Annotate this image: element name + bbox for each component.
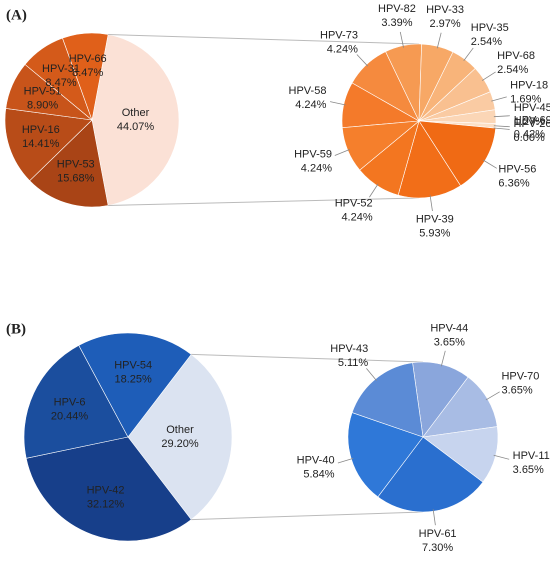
value-label: 0.00% <box>514 132 545 144</box>
slice-label: HPV-18 <box>510 80 548 92</box>
slice-label: HPV-44 <box>430 322 468 334</box>
value-label: 2.54% <box>471 36 502 48</box>
leader-line <box>399 31 404 48</box>
value-label: 7.30% <box>422 542 453 554</box>
leader-line <box>491 96 507 102</box>
value-label: 1.69% <box>510 94 541 106</box>
value-label: 15.68% <box>57 172 95 184</box>
leader-line <box>337 457 354 464</box>
value-label: 3.65% <box>501 385 532 397</box>
leader-line <box>463 47 474 62</box>
value-label: 3.39% <box>381 17 412 29</box>
leader-line <box>485 391 500 401</box>
slice-label: HPV-42 <box>87 484 125 496</box>
connector <box>191 511 424 521</box>
panel-label: (B) <box>6 321 26 337</box>
slice-label: HPV-82 <box>378 3 416 15</box>
value-label: 44.07% <box>117 121 155 133</box>
slice-label: HPV-54 <box>114 360 152 372</box>
slice-label: HPV-70 <box>501 371 539 383</box>
pie-slice <box>78 332 192 438</box>
leader-line <box>440 350 446 367</box>
leader-line <box>481 71 496 81</box>
slice-label: HPV-40 <box>297 455 335 467</box>
slice-label: HPV-33 <box>426 4 464 16</box>
value-label: 2.54% <box>497 64 528 76</box>
leader-line <box>366 368 377 381</box>
slice-label: HPV-45 <box>514 102 550 114</box>
slice-label: HPV-31 <box>42 63 80 75</box>
value-label: 6.36% <box>498 178 529 190</box>
connector <box>108 34 420 45</box>
value-label: 0.42% <box>514 129 545 141</box>
slice-label: HPV-35 <box>471 22 509 34</box>
slice-label: HPV-6 <box>54 397 86 409</box>
panel-label: (A) <box>6 7 27 23</box>
leader-line <box>493 454 510 460</box>
slice-label: HPV-69 <box>514 115 550 127</box>
slice-label: HPV-43 <box>330 343 368 355</box>
slice-label: Other <box>122 107 150 119</box>
value-label: 2.97% <box>429 18 460 30</box>
pie-slice <box>23 344 129 459</box>
slice-label: HPV-59 <box>294 149 332 161</box>
connector <box>191 353 424 363</box>
leader-line <box>482 159 497 169</box>
slice-label: HPV-66 <box>69 53 107 65</box>
value-label: 1.27% <box>514 116 545 128</box>
pie-slice <box>25 436 192 542</box>
pie-slice <box>62 32 109 122</box>
leader-line <box>330 101 346 106</box>
leader-line <box>436 32 442 49</box>
leader-line <box>356 54 369 67</box>
slice-label: HPV-26 <box>514 118 550 130</box>
slice-label: HPV-56 <box>498 164 536 176</box>
value-label: 4.24% <box>301 163 332 175</box>
value-label: 8.90% <box>27 99 58 111</box>
slice-label: HPV-68 <box>497 50 535 62</box>
slice-label: HPV-51 <box>24 85 62 97</box>
value-label: 3.65% <box>434 336 465 348</box>
value-label: 4.24% <box>327 44 358 56</box>
value-label: 29.20% <box>161 438 199 450</box>
value-label: 14.41% <box>22 138 60 150</box>
leader-line <box>493 125 510 128</box>
value-label: 32.12% <box>87 498 125 510</box>
slice-label: HPV-61 <box>419 528 457 540</box>
slice-label: Other <box>166 424 194 436</box>
pie-slice <box>4 108 93 182</box>
slice-label: HPV-53 <box>57 158 95 170</box>
slice-label: HPV-73 <box>320 30 358 42</box>
pie-slice <box>91 34 180 206</box>
pie-slice <box>29 119 109 208</box>
value-label: 8.47% <box>72 67 103 79</box>
value-label: 18.25% <box>115 374 153 386</box>
slice-label: HPV-11 <box>513 450 550 462</box>
slice-label: HPV-58 <box>289 85 327 97</box>
leader-line <box>493 115 510 118</box>
value-label: 4.24% <box>295 99 326 111</box>
leader-line <box>334 149 350 156</box>
value-label: 20.44% <box>51 411 89 423</box>
pie-slice <box>127 354 233 520</box>
leader-line <box>493 127 510 130</box>
leader-line <box>429 195 433 212</box>
value-label: 5.11% <box>338 357 369 369</box>
value-label: 5.93% <box>419 228 450 240</box>
leader-line <box>432 509 436 526</box>
connector <box>108 197 420 206</box>
leader-line <box>369 183 379 198</box>
value-label: 8.47% <box>45 77 76 89</box>
value-label: 3.65% <box>513 464 544 476</box>
slice-label: HPV-39 <box>416 214 454 226</box>
value-label: 5.84% <box>303 469 334 481</box>
slice-label: HPV-16 <box>22 124 60 136</box>
value-label: 4.24% <box>341 212 372 224</box>
slice-label: HPV-52 <box>335 198 373 210</box>
